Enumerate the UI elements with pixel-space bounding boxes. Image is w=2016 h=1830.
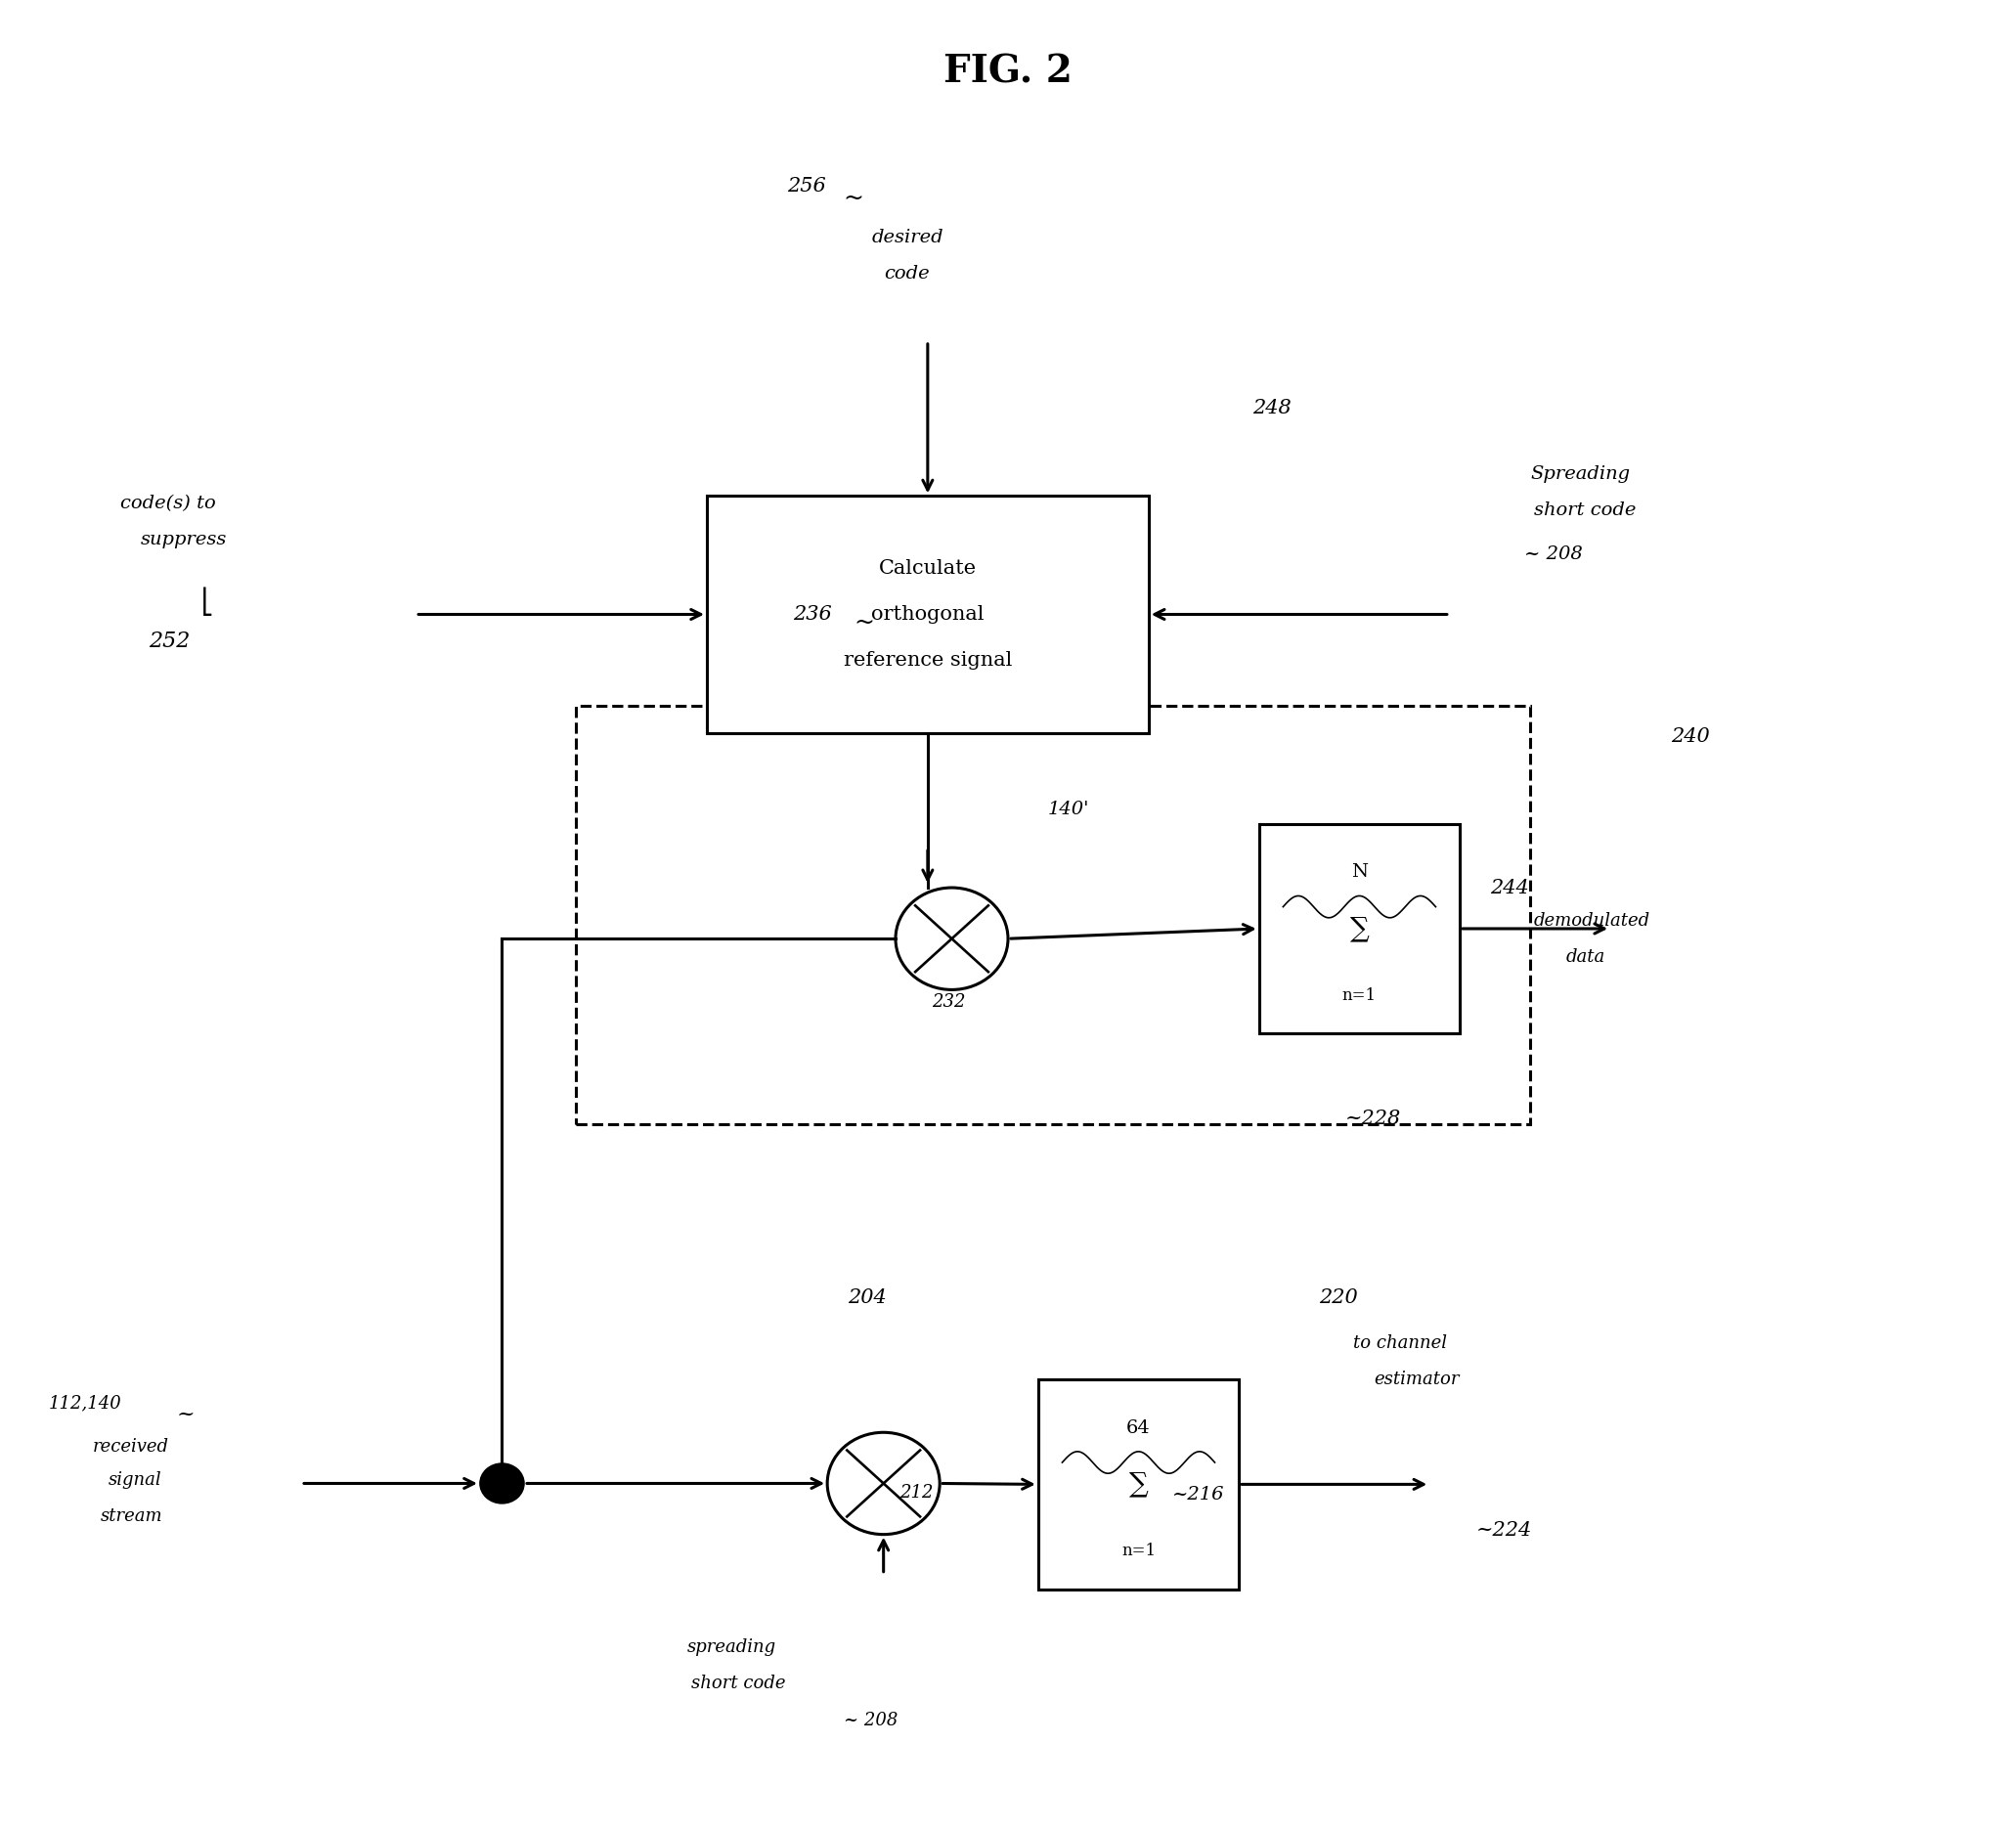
Text: 140': 140' [1048, 800, 1091, 818]
Text: n=1: n=1 [1121, 1543, 1155, 1559]
Text: 232: 232 [931, 994, 966, 1012]
Text: short code: short code [1534, 501, 1637, 520]
Text: 252: 252 [149, 631, 190, 653]
Text: received: received [93, 1438, 169, 1457]
Bar [1258, 824, 1460, 1034]
Text: 256: 256 [786, 178, 827, 196]
Text: 204: 204 [847, 1288, 887, 1307]
Bar [1038, 1380, 1240, 1588]
Text: orthogonal: orthogonal [871, 606, 984, 624]
Text: 64: 64 [1127, 1418, 1151, 1437]
Text: code: code [883, 265, 929, 282]
Text: 248: 248 [1254, 399, 1292, 417]
Text: ~: ~ [853, 613, 873, 635]
Text: FIG. 2: FIG. 2 [943, 53, 1073, 90]
Text: 244: 244 [1490, 878, 1528, 897]
Text: demodulated: demodulated [1534, 911, 1651, 930]
Text: suppress: suppress [141, 531, 228, 549]
Text: 236: 236 [792, 606, 833, 624]
Text: to channel: to channel [1353, 1334, 1447, 1352]
Text: Calculate: Calculate [879, 560, 976, 578]
Text: 112,140: 112,140 [48, 1394, 121, 1413]
Text: ~ 208: ~ 208 [1524, 545, 1583, 564]
Circle shape [480, 1464, 524, 1504]
Text: data: data [1566, 948, 1605, 966]
Text: 220: 220 [1318, 1288, 1359, 1307]
Text: spreading: spreading [687, 1638, 776, 1656]
Text: short code: short code [691, 1674, 784, 1693]
Text: ~ 208: ~ 208 [843, 1711, 897, 1729]
Text: ⎣: ⎣ [202, 587, 214, 617]
Text: Spreading: Spreading [1530, 465, 1629, 483]
Text: estimator: estimator [1373, 1371, 1460, 1389]
Text: N: N [1351, 864, 1367, 880]
Text: ~228: ~228 [1345, 1109, 1401, 1129]
Text: 212: 212 [899, 1484, 933, 1501]
Text: ~224: ~224 [1476, 1521, 1532, 1541]
Text: stream: stream [101, 1508, 163, 1524]
Text: reference signal: reference signal [843, 651, 1012, 670]
Text: 240: 240 [1671, 727, 1710, 747]
Text: ∑: ∑ [1129, 1471, 1149, 1497]
Bar [577, 706, 1530, 1124]
Text: ~: ~ [843, 188, 865, 210]
Text: desired: desired [871, 229, 943, 245]
Text: n=1: n=1 [1343, 988, 1377, 1005]
Text: ∑: ∑ [1351, 915, 1369, 942]
Text: signal: signal [109, 1471, 161, 1488]
Bar [708, 496, 1149, 732]
Text: code(s) to: code(s) to [121, 494, 216, 512]
Text: ~: ~ [177, 1404, 196, 1426]
Text: ~216: ~216 [1173, 1486, 1226, 1502]
